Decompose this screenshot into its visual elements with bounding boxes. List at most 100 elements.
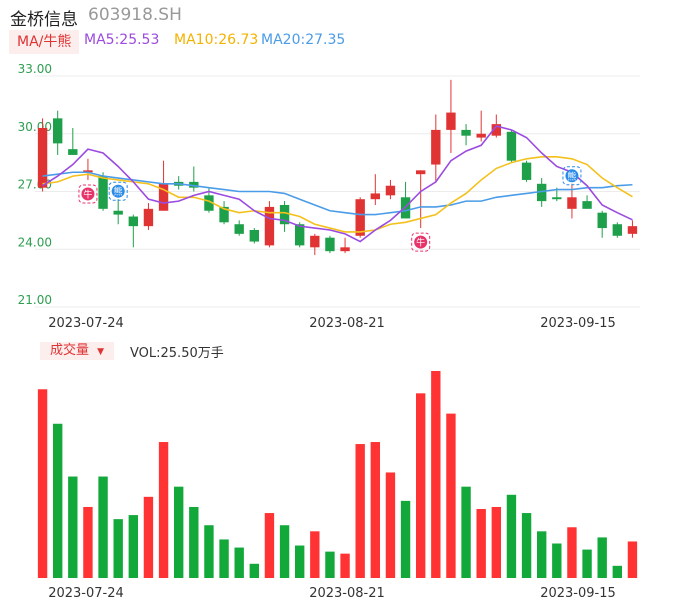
volume-bar bbox=[370, 442, 381, 578]
candle-body bbox=[294, 224, 305, 246]
candle-body bbox=[627, 226, 638, 234]
candle-body bbox=[612, 224, 623, 236]
ma10-line bbox=[42, 156, 633, 233]
y-tick-label: 33.00 bbox=[18, 62, 52, 76]
volume-bar bbox=[415, 393, 426, 578]
x-tick-label: 2023-07-24 bbox=[48, 316, 124, 331]
volume-value: VOL:25.50万手 bbox=[130, 346, 224, 361]
badge-dot bbox=[81, 187, 95, 201]
ma20-line bbox=[42, 171, 633, 216]
volume-bar bbox=[264, 513, 275, 578]
volume-bar bbox=[491, 506, 502, 578]
candle-body bbox=[158, 183, 169, 211]
badge-dot bbox=[111, 184, 125, 198]
volume-bar bbox=[461, 486, 471, 578]
candle-body bbox=[536, 183, 547, 202]
badge-label: 牛 bbox=[83, 188, 92, 200]
candle-body bbox=[83, 170, 93, 173]
x-tick-label: 2023-07-24 bbox=[48, 586, 124, 601]
volume-bar bbox=[325, 551, 335, 578]
candle-body bbox=[446, 112, 456, 130]
stock-code: 603918.SH bbox=[88, 5, 182, 25]
volume-bar bbox=[294, 545, 305, 578]
volume-bar bbox=[143, 496, 154, 578]
volume-bar bbox=[158, 442, 169, 578]
volume-bar bbox=[128, 515, 139, 578]
volume-bar bbox=[98, 476, 108, 578]
volume-bar bbox=[249, 563, 260, 578]
candle-body bbox=[204, 195, 214, 211]
candle-body bbox=[279, 204, 290, 225]
candle-body bbox=[52, 118, 63, 144]
volume-bar bbox=[113, 519, 123, 578]
volume-bar bbox=[627, 541, 638, 578]
volume-bar bbox=[597, 537, 607, 578]
candle-body bbox=[567, 197, 577, 209]
badge-label: 熊 bbox=[114, 186, 123, 198]
candle-body bbox=[461, 129, 471, 136]
candle-body bbox=[370, 193, 381, 200]
volume-bar bbox=[446, 413, 456, 578]
x-tick-label: 2023-09-15 bbox=[540, 586, 616, 601]
candle-body bbox=[355, 199, 365, 236]
badge-frame bbox=[78, 184, 98, 204]
candle-body bbox=[582, 201, 592, 209]
volume-bar bbox=[83, 506, 93, 578]
volume-bar bbox=[385, 472, 396, 578]
volume-selector[interactable]: 成交量 ▼ bbox=[40, 342, 114, 360]
x-tick-label: 2023-08-21 bbox=[309, 586, 385, 601]
volume-bar bbox=[476, 509, 486, 578]
volume-selector-label: 成交量 bbox=[50, 343, 90, 358]
candle-body bbox=[385, 185, 396, 196]
ma20-legend: MA20:27.35 bbox=[261, 32, 346, 48]
volume-bar bbox=[234, 547, 244, 578]
candle-body bbox=[597, 212, 607, 229]
candle-body bbox=[264, 206, 275, 246]
badge-frame bbox=[108, 181, 128, 201]
candle-body bbox=[310, 235, 320, 248]
candle-body bbox=[219, 206, 229, 223]
ma5-line bbox=[42, 125, 633, 243]
candle-body bbox=[98, 176, 108, 209]
badge-label: 熊 bbox=[567, 170, 576, 182]
badge-frame bbox=[562, 166, 582, 186]
volume-bar bbox=[219, 539, 229, 578]
dropdown-icon: ▼ bbox=[97, 347, 105, 357]
badge-frame bbox=[411, 232, 431, 252]
candle-body bbox=[249, 230, 260, 242]
badge-label: 牛 bbox=[416, 237, 425, 249]
volume-bar bbox=[37, 389, 48, 578]
candle-body bbox=[189, 181, 199, 188]
volume-bar bbox=[340, 553, 350, 578]
volume-bar bbox=[536, 531, 547, 578]
x-tick-label: 2023-08-21 bbox=[309, 316, 385, 331]
candle-body bbox=[552, 197, 562, 200]
ma10-legend: MA10:26.73 bbox=[174, 32, 259, 48]
volume-bar bbox=[582, 549, 592, 578]
volume-bar bbox=[279, 525, 290, 578]
volume-bar bbox=[204, 525, 214, 578]
volume-bar bbox=[173, 486, 184, 578]
volume-bar bbox=[521, 513, 532, 578]
indicator-selector[interactable]: MA/牛熊 bbox=[9, 30, 80, 54]
candle-body bbox=[340, 247, 350, 252]
volume-bar bbox=[355, 444, 365, 578]
volume-bar bbox=[612, 565, 623, 578]
candle-body bbox=[506, 131, 517, 161]
stock-name: 金桥信息 bbox=[10, 10, 78, 30]
candle-body bbox=[491, 124, 502, 136]
volume-bar bbox=[431, 371, 441, 578]
y-tick-label: 24.00 bbox=[18, 235, 52, 249]
volume-bar bbox=[68, 476, 78, 578]
volume-bar bbox=[567, 527, 577, 578]
x-tick-label: 2023-09-15 bbox=[540, 316, 616, 331]
candle-body bbox=[521, 162, 532, 180]
candle-body bbox=[476, 133, 486, 138]
volume-bar bbox=[552, 543, 562, 578]
bull-signal-badge: 牛 bbox=[78, 184, 98, 204]
bull-signal-badge: 牛 bbox=[411, 232, 431, 252]
volume-bar bbox=[310, 531, 320, 578]
candle-body bbox=[143, 208, 154, 227]
